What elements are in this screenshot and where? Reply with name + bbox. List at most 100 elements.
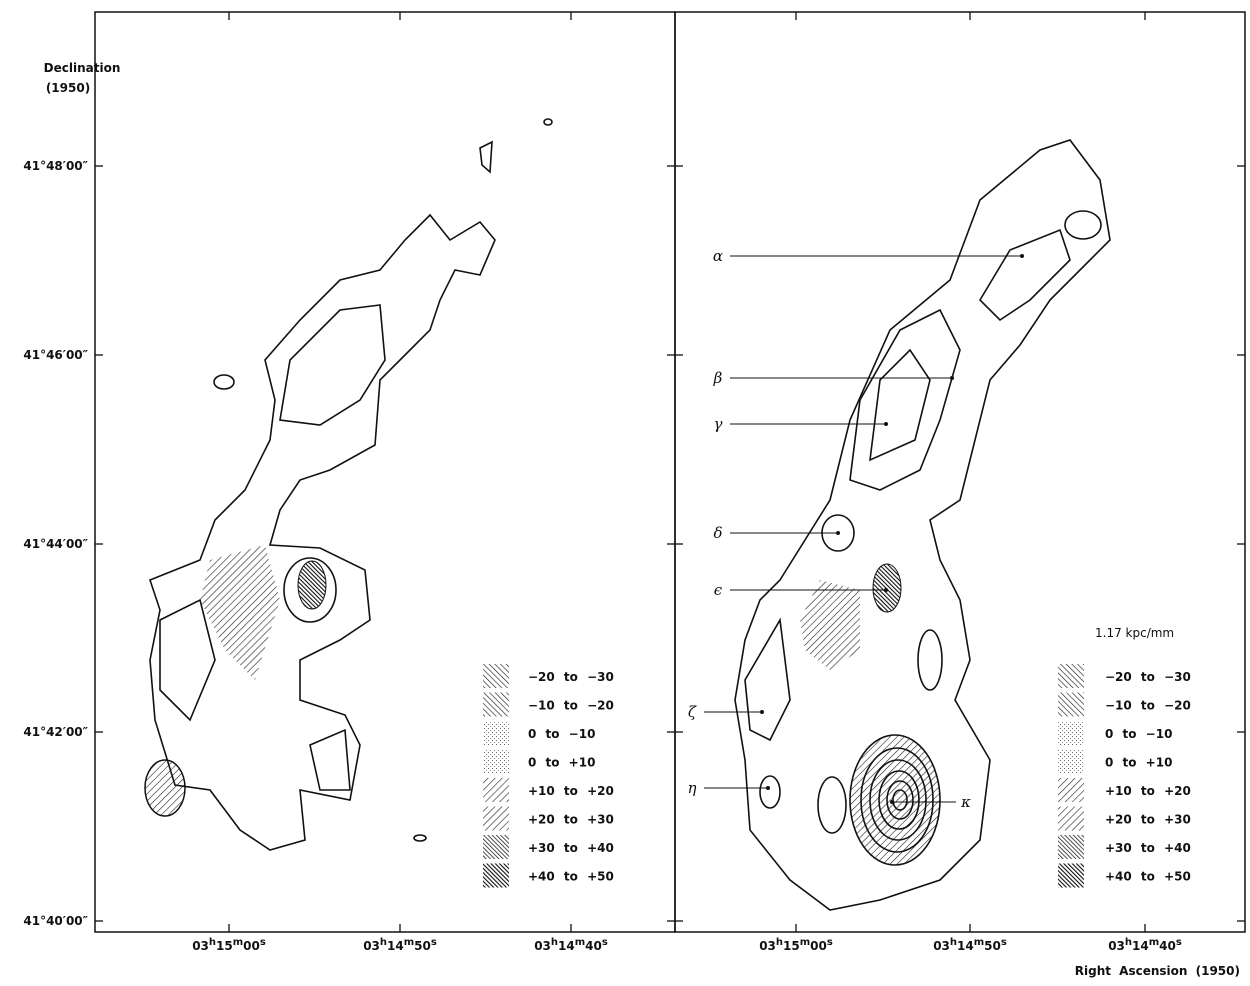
x-tick-part: 15 [216, 939, 233, 953]
x-tick-part: s [1001, 937, 1007, 948]
legend-swatch [483, 778, 509, 802]
legend-label: −10 to −20 [1105, 699, 1191, 713]
right-map [734, 139, 1111, 911]
x-tick-part: 03 [1108, 939, 1125, 953]
x-tick-part: 03 [192, 939, 209, 953]
x-tick-part: 03 [933, 939, 950, 953]
x-tick-label: 03h14m40s [534, 937, 608, 953]
feature-dot [836, 531, 840, 535]
legend-swatch [1058, 863, 1084, 888]
feature-label: η [688, 779, 697, 797]
y-tick-label: 41°46′00″ [23, 348, 88, 362]
legend-label: 0 to −10 [528, 727, 595, 741]
feature-dot [884, 588, 888, 592]
left-map [144, 118, 553, 851]
legend-swatch [1058, 806, 1084, 831]
feature-dot [950, 376, 954, 380]
feature-label: δ [713, 524, 722, 542]
feature-dot [760, 710, 764, 714]
y-tick-label: 41°48′00″ [23, 159, 88, 173]
x-tick-part: s [431, 937, 437, 948]
legend-label: 0 to −10 [1105, 727, 1172, 741]
legend-label: +40 to +50 [1105, 870, 1191, 884]
x-tick-part: 50 [414, 939, 431, 953]
legend-swatch [483, 692, 509, 717]
y-tick-label: 41°44′00″ [23, 537, 88, 551]
x-tick-part: m [404, 937, 414, 948]
y-label-epoch: (1950) [46, 81, 90, 95]
x-tick-label: 03h15m00s [192, 937, 266, 953]
legend-label: 0 to +10 [1105, 756, 1172, 770]
feature-label: ϵ [714, 581, 723, 599]
legend-swatch [483, 749, 509, 774]
legend-label: +20 to +30 [528, 813, 614, 827]
feature-dot [890, 800, 894, 804]
feature-dot [1020, 254, 1024, 258]
x-tick-part: s [1176, 937, 1182, 948]
legend-swatch [1058, 778, 1084, 802]
x-tick-part: 14 [1132, 939, 1149, 953]
x-tick-part: 03 [363, 939, 380, 953]
x-tick-part: m [575, 937, 585, 948]
legend-label: −10 to −20 [528, 699, 614, 713]
scale-label: 1.17 kpc/mm [1095, 626, 1174, 640]
legend-swatch [1058, 692, 1084, 717]
y-tick-label: 41°40′00″ [23, 914, 88, 928]
x-tick-part: h [551, 937, 558, 948]
x-label: Right Ascension (1950) [1075, 964, 1240, 978]
legend-swatch [483, 721, 509, 745]
y-label: Declination [44, 61, 121, 75]
x-tick-part: 15 [783, 939, 800, 953]
legend-swatch [483, 664, 509, 688]
x-tick-label: 03h14m40s [1108, 937, 1182, 953]
x-tick-part: 14 [558, 939, 575, 953]
legend-swatch [483, 863, 509, 888]
x-tick-part: 14 [387, 939, 404, 953]
legend-swatch [1058, 749, 1084, 774]
x-tick-part: s [260, 937, 266, 948]
x-tick-part: 03 [759, 939, 776, 953]
legend-label: +20 to +30 [1105, 813, 1191, 827]
x-tick-part: 40 [585, 939, 602, 953]
legend-label: +10 to +20 [528, 784, 614, 798]
legend-swatch [1058, 664, 1084, 688]
x-tick-part: 00 [243, 939, 260, 953]
x-tick-part: h [380, 937, 387, 948]
right-frame [674, 11, 1246, 933]
x-tick-part: m [800, 937, 810, 948]
feature-label: α [713, 247, 723, 265]
legend-swatch [483, 835, 509, 859]
legend-label: −20 to −30 [1105, 670, 1191, 684]
feature-dot [766, 786, 770, 790]
feature-label: ζ [688, 703, 697, 721]
x-tick-part: s [602, 937, 608, 948]
x-tick-part: m [233, 937, 243, 948]
labels: 41°48′00″ 41°46′00″ 41°44′00″ 41°42′00″ 41°4… [23, 12, 1245, 953]
x-tick-part: 50 [984, 939, 1001, 953]
x-tick-part: 03 [534, 939, 551, 953]
feature-label: γ [714, 415, 723, 433]
x-tick-part: 00 [810, 939, 827, 953]
feature-label: β [713, 369, 723, 387]
x-tick-part: 40 [1159, 939, 1176, 953]
x-tick-part: m [1149, 937, 1159, 948]
legend-label: +30 to +40 [1105, 841, 1191, 855]
x-tick-part: h [209, 937, 216, 948]
legend-swatch [483, 806, 509, 831]
legend-label: +40 to +50 [528, 870, 614, 884]
x-tick-part: 14 [957, 939, 974, 953]
x-tick-part: m [974, 937, 984, 948]
feature-label: κ [960, 793, 971, 811]
x-tick-part: s [827, 937, 833, 948]
x-tick-part: h [776, 937, 783, 948]
x-tick-part: h [1125, 937, 1132, 948]
legend-label: 0 to +10 [528, 756, 595, 770]
legend-swatch [1058, 721, 1084, 745]
legend-label: +30 to +40 [528, 841, 614, 855]
legend-label: +10 to +20 [1105, 784, 1191, 798]
feature-dot [884, 422, 888, 426]
x-tick-label: 03h14m50s [363, 937, 437, 953]
x-tick-label: 03h15m00s [759, 937, 833, 953]
x-tick-part: h [950, 937, 957, 948]
